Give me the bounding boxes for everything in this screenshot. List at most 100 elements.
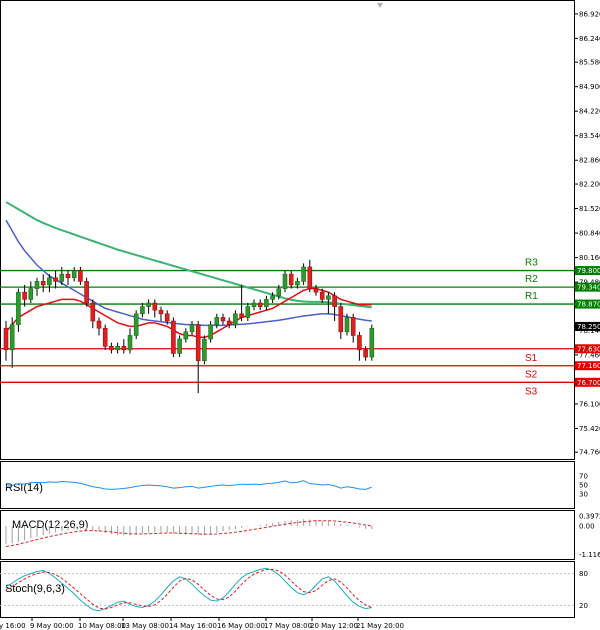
candle[interactable] (264, 295, 269, 311)
candle[interactable] (146, 299, 151, 314)
x-axis-tick-label: 10 May 08:00 (78, 622, 126, 630)
candle[interactable] (164, 310, 170, 325)
candle[interactable] (226, 317, 232, 329)
candle[interactable] (357, 331, 362, 361)
candle[interactable] (90, 299, 96, 329)
x-axis-tick-label: 13 May 08:00 (121, 622, 169, 630)
price-axis-tick-label: 80.840 (579, 230, 600, 238)
level-price-tag (575, 377, 600, 387)
candle[interactable] (214, 313, 220, 329)
candle[interactable] (220, 313, 226, 325)
ma-blue-line (5, 219, 372, 327)
candle[interactable] (239, 284, 244, 322)
candle[interactable] (9, 317, 15, 368)
candle[interactable] (288, 270, 294, 289)
candle[interactable] (177, 335, 182, 358)
macd-panel[interactable] (0, 510, 575, 560)
level-price-tag (575, 266, 600, 276)
candle[interactable] (158, 306, 164, 322)
candle[interactable] (251, 299, 257, 311)
candle[interactable] (71, 266, 77, 282)
x-axis-tick-label: 21 May 20:00 (356, 622, 404, 630)
price-axis-tick-label: 85.580 (579, 59, 600, 67)
candle[interactable] (295, 277, 300, 289)
scroll-to-end-icon[interactable] (377, 3, 383, 8)
candle[interactable] (40, 274, 46, 293)
candle[interactable] (47, 274, 52, 293)
candle[interactable] (115, 342, 120, 354)
macd-axis-tick-label: 0.00 (579, 523, 595, 531)
price-axis-tick-label: 75.420 (579, 425, 600, 433)
candle[interactable] (338, 302, 344, 340)
candle[interactable] (3, 321, 9, 361)
price-panel[interactable] (0, 0, 575, 460)
candle[interactable] (84, 277, 89, 307)
candle[interactable] (65, 270, 71, 285)
candle[interactable] (257, 299, 263, 311)
rsi-line (5, 480, 372, 490)
stoch-axis-tick-label: 20 (579, 602, 588, 610)
candle[interactable] (189, 321, 195, 336)
candle[interactable] (195, 321, 201, 394)
candle[interactable] (152, 299, 158, 318)
level-label-s3: S3 (525, 386, 538, 397)
x-axis-tick-label: 16 May 00:00 (217, 622, 265, 630)
candle[interactable] (96, 317, 102, 336)
candle[interactable] (332, 292, 337, 322)
candle[interactable] (344, 313, 350, 336)
stoch-d-line (5, 568, 372, 610)
candle[interactable] (282, 270, 288, 293)
price-axis-tick-label: 83.540 (579, 132, 600, 140)
candle[interactable] (28, 281, 34, 303)
candle[interactable] (140, 302, 145, 318)
macd-signal-line (5, 520, 372, 547)
price-axis-tick-label: 82.200 (579, 181, 600, 189)
candle[interactable] (276, 284, 282, 300)
candle[interactable] (121, 339, 127, 354)
candle[interactable] (350, 313, 356, 343)
candle[interactable] (319, 288, 325, 303)
candle[interactable] (202, 335, 207, 365)
x-axis-tick-label: 9 May 00:00 (30, 622, 74, 630)
candle[interactable] (208, 321, 213, 343)
candle[interactable] (307, 259, 313, 293)
candle[interactable] (233, 310, 238, 329)
candle[interactable] (109, 342, 114, 354)
x-axis-tick-label: 8 May 16:00 (0, 622, 26, 630)
level-price-tag-text: 76.700 (577, 379, 600, 387)
candle[interactable] (245, 302, 251, 322)
stochastic-title: Stoch(9,6,3) (5, 583, 65, 595)
candle[interactable] (363, 346, 368, 361)
candle[interactable] (369, 324, 375, 361)
stoch-k-line (5, 567, 372, 612)
candle[interactable] (183, 328, 189, 343)
level-label-r2: R2 (525, 274, 538, 285)
candle[interactable] (133, 310, 139, 340)
rsi-axis-tick-label: 50 (579, 482, 588, 490)
candle[interactable] (53, 270, 58, 289)
rsi-axis-tick-label: 30 (579, 490, 588, 498)
candle[interactable] (16, 288, 21, 332)
candle[interactable] (34, 277, 40, 296)
stochastic-panel[interactable] (0, 561, 575, 618)
price-axis-tick-label: 74.760 (579, 449, 600, 457)
level-label-s2: S2 (525, 370, 538, 381)
candle[interactable] (171, 317, 176, 358)
candle[interactable] (127, 328, 133, 354)
level-label-s1: S1 (525, 353, 538, 364)
candle[interactable] (313, 284, 319, 296)
candle[interactable] (326, 292, 331, 314)
candle[interactable] (22, 284, 27, 307)
rsi-panel[interactable] (0, 461, 575, 509)
candle[interactable] (102, 324, 108, 350)
price-axis-tick-label: 86.240 (579, 35, 600, 43)
candle[interactable] (78, 266, 83, 285)
candle[interactable] (59, 266, 65, 285)
candle[interactable] (270, 292, 275, 303)
candle[interactable] (301, 263, 306, 285)
price-axis-tick-label: 76.100 (579, 400, 600, 408)
price-axis-tick-label: 84.900 (579, 83, 600, 91)
